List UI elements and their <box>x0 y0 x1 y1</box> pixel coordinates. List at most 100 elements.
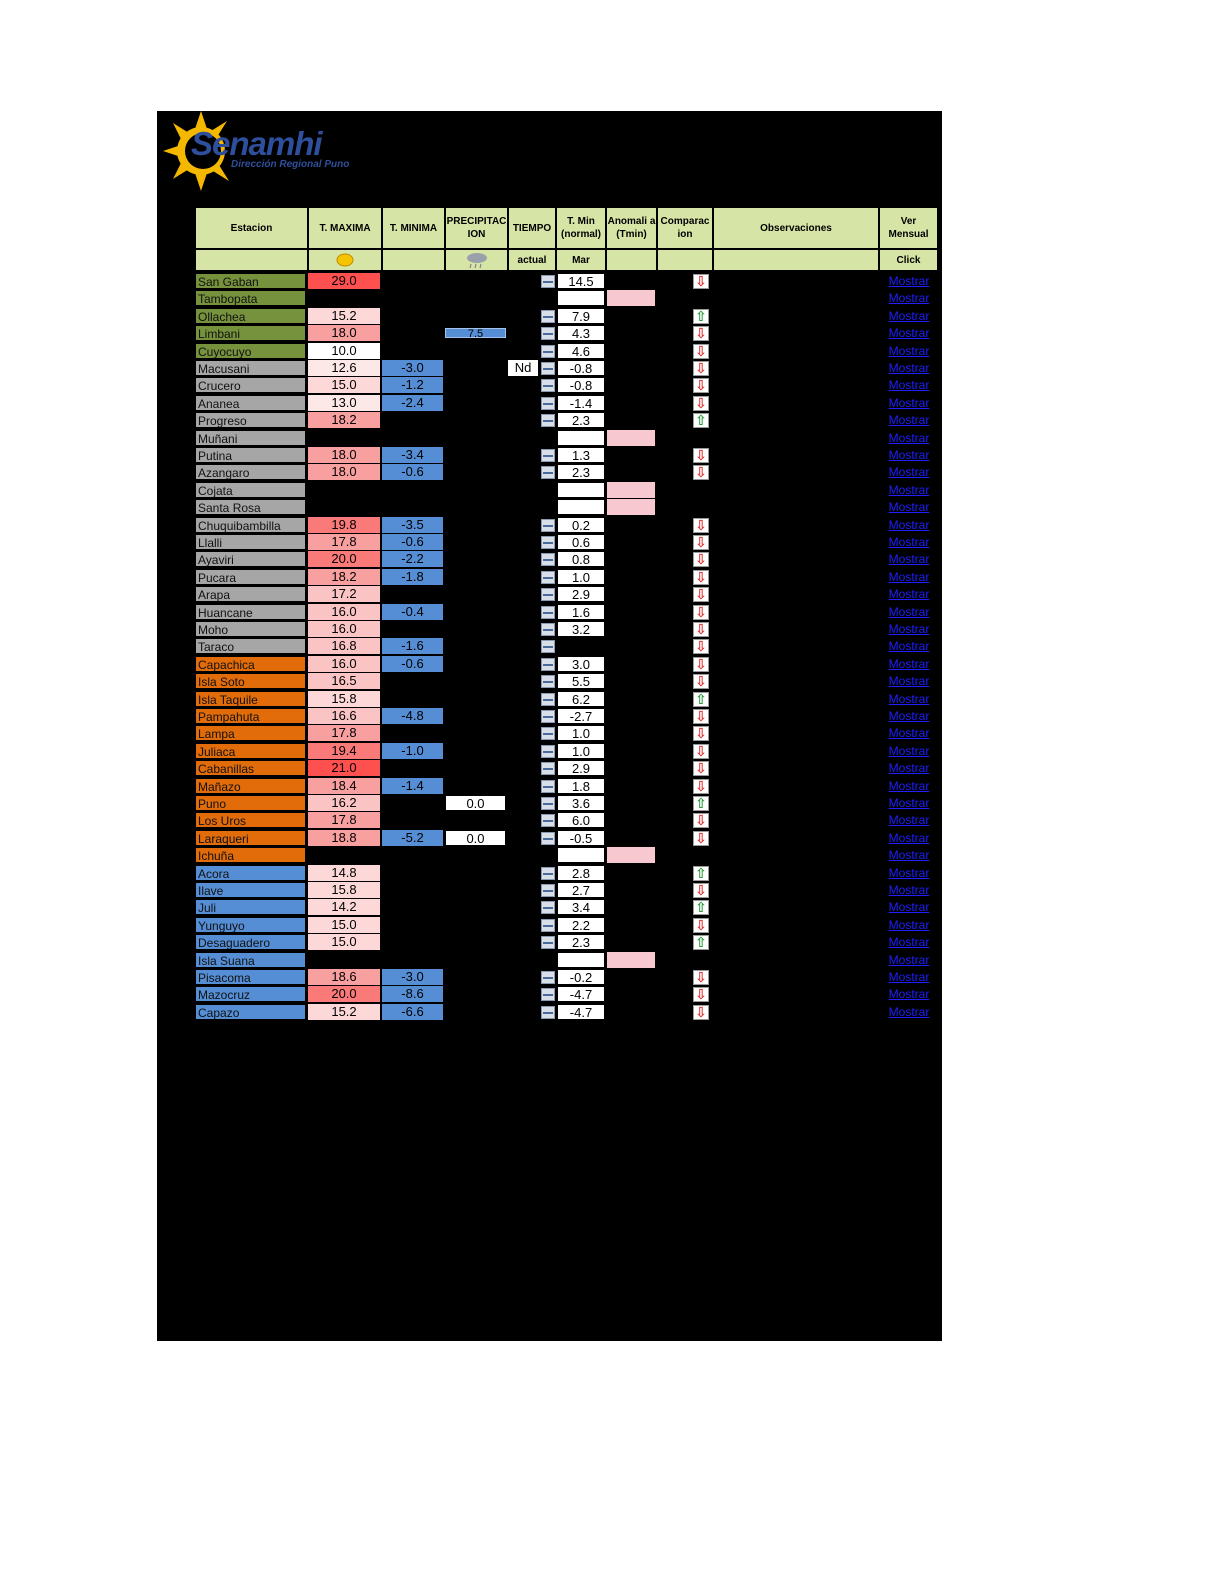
header-ver-mensual: Ver Mensual <box>879 207 938 249</box>
weather-icon <box>541 901 555 915</box>
mostrar-link[interactable]: Mostrar <box>888 935 930 950</box>
mostrar-link[interactable]: Mostrar <box>888 395 930 410</box>
mostrar-link[interactable]: Mostrar <box>888 761 930 776</box>
mostrar-link[interactable]: Mostrar <box>888 326 930 341</box>
mostrar-link[interactable]: Mostrar <box>888 674 930 689</box>
station-name: Cojata <box>195 481 306 498</box>
tmin-normal-value: 3.6 <box>557 795 605 811</box>
mostrar-link[interactable]: Mostrar <box>888 535 930 549</box>
weather-icon <box>541 988 555 1002</box>
mostrar-link[interactable]: Mostrar <box>888 691 930 706</box>
tmin-value: -1.8 <box>382 568 443 585</box>
mostrar-link[interactable]: Mostrar <box>888 448 930 462</box>
mostrar-link[interactable]: Mostrar <box>888 291 930 306</box>
weather-icon <box>541 692 555 706</box>
mostrar-link[interactable]: Mostrar <box>888 656 930 671</box>
tmin-normal-value: -4.7 <box>557 1003 605 1020</box>
weather-icon <box>541 936 555 950</box>
mostrar-link[interactable]: Mostrar <box>888 569 930 584</box>
weather-icon <box>541 657 555 671</box>
table-row: San Gaban 29.0 14.5 ⇩ Mostrar <box>195 273 935 291</box>
mostrar-link[interactable]: Mostrar <box>888 604 930 619</box>
mostrar-link[interactable]: Mostrar <box>888 500 930 515</box>
mostrar-link[interactable]: Mostrar <box>888 743 930 758</box>
tmin-value: -4.8 <box>382 708 443 724</box>
subheader-comparacion <box>657 249 713 271</box>
station-name: Yunguyo <box>195 916 306 933</box>
weather-icon <box>541 518 555 532</box>
mostrar-link[interactable]: Mostrar <box>888 517 930 532</box>
mostrar-link[interactable]: Mostrar <box>888 883 930 897</box>
tmax-value: 14.8 <box>308 864 380 881</box>
mostrar-link[interactable]: Mostrar <box>888 865 930 880</box>
mostrar-link[interactable]: Mostrar <box>888 987 930 1002</box>
table-row: Pucara 18.2 -1.8 1.0 ⇩ Mostrar <box>195 568 935 587</box>
mostrar-link[interactable]: Mostrar <box>888 830 930 845</box>
station-name: Pucara <box>195 568 306 585</box>
station-name: Santa Rosa <box>195 499 306 516</box>
tmin-normal-value: 4.3 <box>557 325 605 342</box>
brand-name: Senamhi <box>191 125 323 162</box>
mostrar-link[interactable]: Mostrar <box>888 378 930 393</box>
arrow-down-icon: ⇩ <box>693 465 709 481</box>
weather-icon <box>541 536 555 549</box>
mostrar-link[interactable]: Mostrar <box>888 343 930 358</box>
table-row: Ananea 13.0 -2.4 -1.4 ⇩ Mostrar <box>195 394 935 413</box>
weather-icon <box>541 570 555 584</box>
tmax-value: 15.8 <box>308 690 380 707</box>
table-row: Arapa 17.2 2.9 ⇩ Mostrar <box>195 586 935 604</box>
mostrar-link[interactable]: Mostrar <box>888 848 930 863</box>
mostrar-link[interactable]: Mostrar <box>888 709 930 723</box>
mostrar-link[interactable]: Mostrar <box>888 1004 930 1019</box>
station-name: Cuyocuyo <box>195 342 306 359</box>
station-name: Ayaviri <box>195 551 306 568</box>
table-row: Juli 14.2 3.4 ⇧ Mostrar <box>195 899 935 917</box>
mostrar-link[interactable]: Mostrar <box>888 274 930 288</box>
mostrar-link[interactable]: Mostrar <box>888 639 930 654</box>
weather-icon <box>541 866 555 880</box>
weather-icon <box>541 414 555 428</box>
weather-icon <box>541 971 555 984</box>
station-name: Muñani <box>195 429 306 446</box>
tmin-normal-value <box>557 481 605 498</box>
mostrar-link[interactable]: Mostrar <box>888 796 930 810</box>
table-row: Moho 16.0 3.2 ⇩ Mostrar <box>195 621 935 639</box>
table-row: Muñani Mostrar <box>195 429 935 448</box>
tmax-value: 16.2 <box>308 795 380 811</box>
weather-icon <box>541 588 555 602</box>
weather-icon <box>541 327 555 341</box>
arrow-down-icon: ⇩ <box>693 987 709 1003</box>
table-row: Isla Soto 16.5 5.5 ⇩ Mostrar <box>195 673 935 691</box>
arrow-down-icon: ⇩ <box>693 343 709 359</box>
table-row: Capachica 16.0 -0.6 3.0 ⇩ Mostrar <box>195 655 935 674</box>
mostrar-link[interactable]: Mostrar <box>888 413 930 428</box>
mostrar-link[interactable]: Mostrar <box>888 587 930 602</box>
table-row: Macusani 12.6 -3.0 Nd -0.8 ⇩ Mostrar <box>195 360 935 378</box>
mostrar-link[interactable]: Mostrar <box>888 308 930 323</box>
tmin-value: -1.4 <box>382 777 443 794</box>
mostrar-link[interactable]: Mostrar <box>888 813 930 828</box>
tmax-value: 18.8 <box>308 829 380 846</box>
mostrar-link[interactable]: Mostrar <box>888 482 930 497</box>
mostrar-link[interactable]: Mostrar <box>888 970 930 984</box>
arrow-down-icon: ⇩ <box>693 569 709 585</box>
tmin-normal-value <box>557 290 605 307</box>
mostrar-link[interactable]: Mostrar <box>888 361 930 375</box>
mostrar-link[interactable]: Mostrar <box>888 465 930 480</box>
mostrar-link[interactable]: Mostrar <box>888 917 930 932</box>
table-row: Acora 14.8 2.8 ⇧ Mostrar <box>195 864 935 883</box>
mostrar-link[interactable]: Mostrar <box>888 726 930 741</box>
tmin-normal-value: 4.6 <box>557 342 605 359</box>
mostrar-link[interactable]: Mostrar <box>888 430 930 445</box>
tmin-normal-value: 2.3 <box>557 412 605 429</box>
mostrar-link[interactable]: Mostrar <box>888 552 930 567</box>
mostrar-link[interactable]: Mostrar <box>888 778 930 793</box>
station-name: Llalli <box>195 534 306 550</box>
arrow-up-icon: ⇧ <box>693 413 709 429</box>
mostrar-link[interactable]: Mostrar <box>888 622 930 636</box>
tmax-value: 18.2 <box>308 568 380 585</box>
mostrar-link[interactable]: Mostrar <box>888 900 930 915</box>
tmax-value: 12.6 <box>308 360 380 376</box>
arrow-down-icon: ⇩ <box>693 778 709 794</box>
mostrar-link[interactable]: Mostrar <box>888 952 930 967</box>
